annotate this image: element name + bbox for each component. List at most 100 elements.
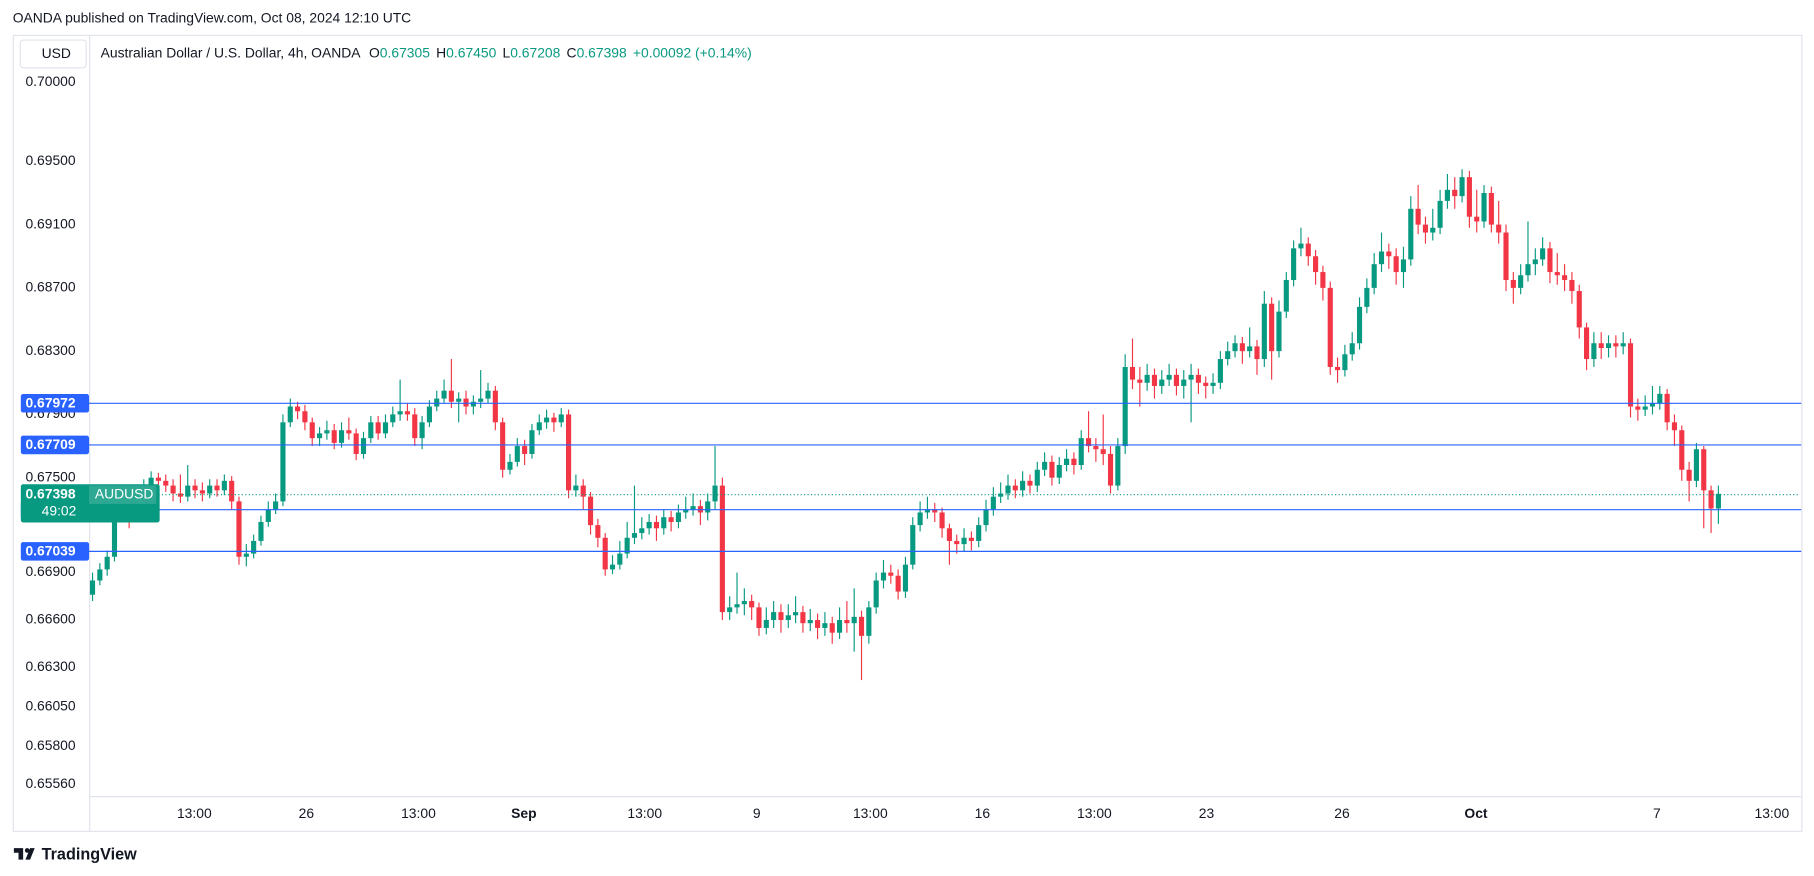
candle-body [441, 390, 447, 399]
candle-body [880, 572, 887, 581]
y-tick-label: 0.65800 [25, 737, 75, 753]
candle-body [1481, 192, 1487, 222]
candle-body [1298, 243, 1304, 249]
candle-body [1305, 243, 1311, 257]
x-tick-label: 9 [753, 805, 761, 821]
candle-body [1100, 449, 1106, 454]
price-level-label: 0.67709 [25, 436, 75, 452]
candle-body [1342, 354, 1348, 371]
candle-body [741, 601, 747, 605]
candle-body [895, 575, 901, 592]
candle-body [661, 517, 667, 529]
last-price-tag [20, 484, 160, 523]
candle-body [712, 485, 718, 502]
brand-logo [13, 848, 35, 860]
candle-body [756, 607, 762, 628]
candle-body [346, 430, 352, 434]
candle-body [1591, 343, 1597, 360]
candle-body [1679, 430, 1685, 470]
candle-body [778, 612, 784, 621]
candle-body [1313, 256, 1319, 273]
candle-body [653, 521, 660, 529]
candle-body [1496, 224, 1502, 233]
x-tick-label: Oct [1464, 805, 1488, 821]
candle-body [478, 398, 484, 402]
candle-body [705, 501, 711, 513]
candle-body [1664, 393, 1670, 423]
candle-body [544, 417, 550, 423]
candle-body [1122, 366, 1128, 447]
candle-body [1569, 279, 1575, 292]
candle-body [1049, 461, 1055, 478]
candle-body [1701, 449, 1707, 491]
candle-body [851, 616, 857, 624]
candle-body [932, 509, 938, 513]
x-tick-label: 26 [299, 805, 315, 821]
candle-body [302, 411, 308, 423]
candle-body [1159, 379, 1165, 386]
last-price-symbol: AUDUSD [95, 485, 154, 501]
legend-value: 0.67208 [510, 44, 560, 60]
candle-body [580, 485, 586, 497]
candle-body [192, 485, 198, 491]
candle-body [902, 564, 909, 592]
candle-body [155, 477, 161, 481]
candle-body [1474, 216, 1480, 222]
candle-body [998, 493, 1004, 497]
candle-body [456, 398, 462, 402]
candle-body [360, 438, 367, 454]
candle-body [858, 616, 865, 636]
legend-key: C [567, 44, 577, 60]
candle-body [719, 485, 725, 613]
candle-body [1532, 259, 1538, 265]
candle-body [1327, 287, 1333, 367]
candle-body [829, 623, 835, 633]
candle-body [1188, 374, 1194, 380]
plot-area [89, 169, 1721, 681]
candle-body [888, 572, 894, 576]
candle-body [946, 528, 952, 541]
candle-body [199, 490, 205, 494]
candle-body [1056, 465, 1062, 478]
legend-key: H [436, 44, 446, 60]
currency-label[interactable]: USD [42, 45, 71, 61]
x-tick-label: 16 [975, 805, 991, 821]
candle-body [404, 411, 411, 415]
candle-body [1181, 379, 1187, 386]
candle-body [434, 398, 440, 407]
candle-body [1510, 279, 1516, 288]
candle-body [1261, 303, 1267, 360]
brand-name: TradingView [42, 845, 137, 863]
price-level-label: 0.67039 [25, 543, 75, 559]
candle-body [1393, 256, 1399, 273]
x-tick-label: 13:00 [1754, 805, 1789, 821]
legend-key: O [369, 44, 380, 60]
candle-body [207, 485, 213, 494]
candle-body [1320, 272, 1326, 288]
price-level-label: 0.67972 [25, 395, 75, 411]
candle-body [815, 620, 821, 628]
candle-body [382, 422, 389, 434]
candle-body [148, 477, 154, 486]
y-tick-label: 0.65560 [25, 775, 75, 791]
candle-body [954, 540, 960, 545]
currency-button[interactable] [19, 39, 87, 69]
candle-body [1254, 346, 1260, 360]
candle-body [280, 422, 286, 502]
candle-body [1195, 374, 1201, 383]
candle-body [1012, 485, 1018, 491]
candle-body [1444, 189, 1450, 201]
candle-body [316, 433, 323, 439]
candle-body [353, 433, 359, 454]
candle-body [243, 553, 249, 557]
candle-body [1291, 248, 1297, 280]
y-tick-label: 0.68700 [25, 279, 75, 295]
candle-body [763, 620, 769, 628]
chart-title: Australian Dollar / U.S. Dollar, 4h, OAN… [101, 44, 362, 60]
candle-body [968, 537, 974, 541]
candle-body [1576, 291, 1582, 328]
y-tick-label: 0.70000 [25, 73, 75, 89]
candle-body [1605, 343, 1612, 348]
